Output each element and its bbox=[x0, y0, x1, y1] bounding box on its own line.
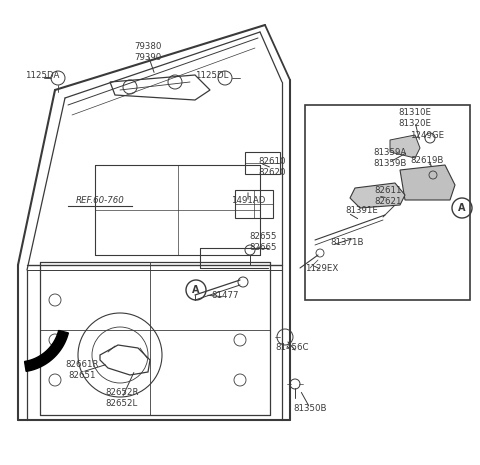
Bar bbox=[245, 152, 280, 174]
Text: 82661R
82651: 82661R 82651 bbox=[65, 360, 99, 380]
Text: 79380
79390: 79380 79390 bbox=[134, 42, 162, 62]
Text: 81456C: 81456C bbox=[275, 343, 309, 352]
Text: 82611
82621: 82611 82621 bbox=[374, 186, 402, 206]
Text: 81391E: 81391E bbox=[345, 206, 378, 214]
Text: 82610
82620: 82610 82620 bbox=[258, 157, 286, 177]
Text: REF.60-760: REF.60-760 bbox=[76, 195, 124, 205]
Text: 82652R
82652L: 82652R 82652L bbox=[105, 388, 139, 408]
Text: A: A bbox=[192, 285, 200, 295]
Text: 1491AD: 1491AD bbox=[231, 195, 265, 205]
Bar bbox=[305, 105, 470, 300]
Text: 82619B: 82619B bbox=[410, 155, 444, 165]
Text: 1249GE: 1249GE bbox=[410, 131, 444, 140]
Text: 81359A
81359B: 81359A 81359B bbox=[373, 148, 407, 168]
Polygon shape bbox=[350, 183, 405, 208]
Text: 81350B: 81350B bbox=[293, 404, 327, 412]
Text: 1125DL: 1125DL bbox=[195, 71, 228, 80]
Text: 1125DA: 1125DA bbox=[25, 71, 59, 80]
Text: 81371B: 81371B bbox=[330, 238, 363, 246]
Text: 82655
82665: 82655 82665 bbox=[249, 232, 277, 252]
Text: A: A bbox=[458, 203, 466, 213]
Text: 81310E
81320E: 81310E 81320E bbox=[398, 108, 432, 128]
Polygon shape bbox=[24, 331, 68, 372]
Polygon shape bbox=[390, 135, 420, 158]
Bar bbox=[235, 190, 273, 218]
Text: 81477: 81477 bbox=[211, 291, 239, 299]
Polygon shape bbox=[400, 165, 455, 200]
Text: 1129EX: 1129EX bbox=[305, 264, 338, 272]
